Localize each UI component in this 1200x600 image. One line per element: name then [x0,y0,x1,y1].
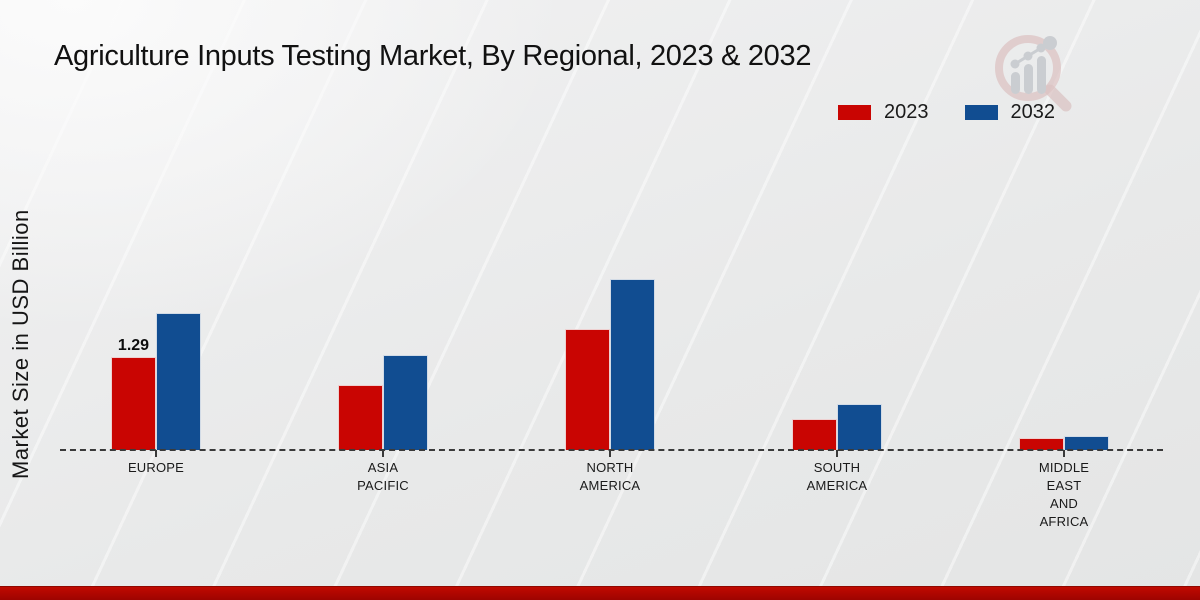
bar-2023-middle-east-and-africa [1019,438,1064,450]
x-label-europe: EUROPE [127,460,185,475]
x-tick-asia-pacific [382,450,384,457]
magnifier-bar-chart-icon [995,35,1072,112]
watermark-logo [988,30,1078,115]
legend-swatch-2032 [964,105,998,120]
x-axis-line [60,449,1163,451]
x-label-south-america: SOUTH AMERICA [806,460,868,493]
chart-title: Agriculture Inputs Testing Market, By Re… [54,40,812,72]
bar-2032-europe [156,313,201,450]
legend-label-2023: 2023 [884,101,929,123]
x-tick-south-america [836,450,838,457]
x-tick-middle-east-and-africa [1063,450,1065,457]
bar-2023-south-america [792,419,837,450]
x-label-asia-pacific: ASIA PACIFIC [357,460,409,493]
legend-label-2032: 2032 [1010,101,1056,123]
legend: 2023 2032 [838,101,1055,124]
footer-accent-bar [0,586,1200,600]
bar-2032-asia-pacific [383,355,428,450]
bar-2032-south-america [837,404,882,450]
bar-2023-north-america [565,329,610,450]
bar-2023-asia-pacific [338,385,383,450]
bar-2023-europe [111,357,156,450]
x-label-north-america: NORTH AMERICA [579,460,641,493]
legend-item-2023: 2023 [838,101,929,124]
bar-value-label: 1.29 [117,337,150,354]
bar-2032-middle-east-and-africa [1064,436,1109,450]
legend-swatch-2023 [838,105,871,120]
legend-item-2032: 2032 [964,101,1056,124]
bar-2032-north-america [610,279,655,450]
x-tick-north-america [609,450,611,457]
x-tick-europe [155,450,157,457]
x-label-middle-east-and-africa: MIDDLE EAST AND AFRICA [1038,460,1090,529]
